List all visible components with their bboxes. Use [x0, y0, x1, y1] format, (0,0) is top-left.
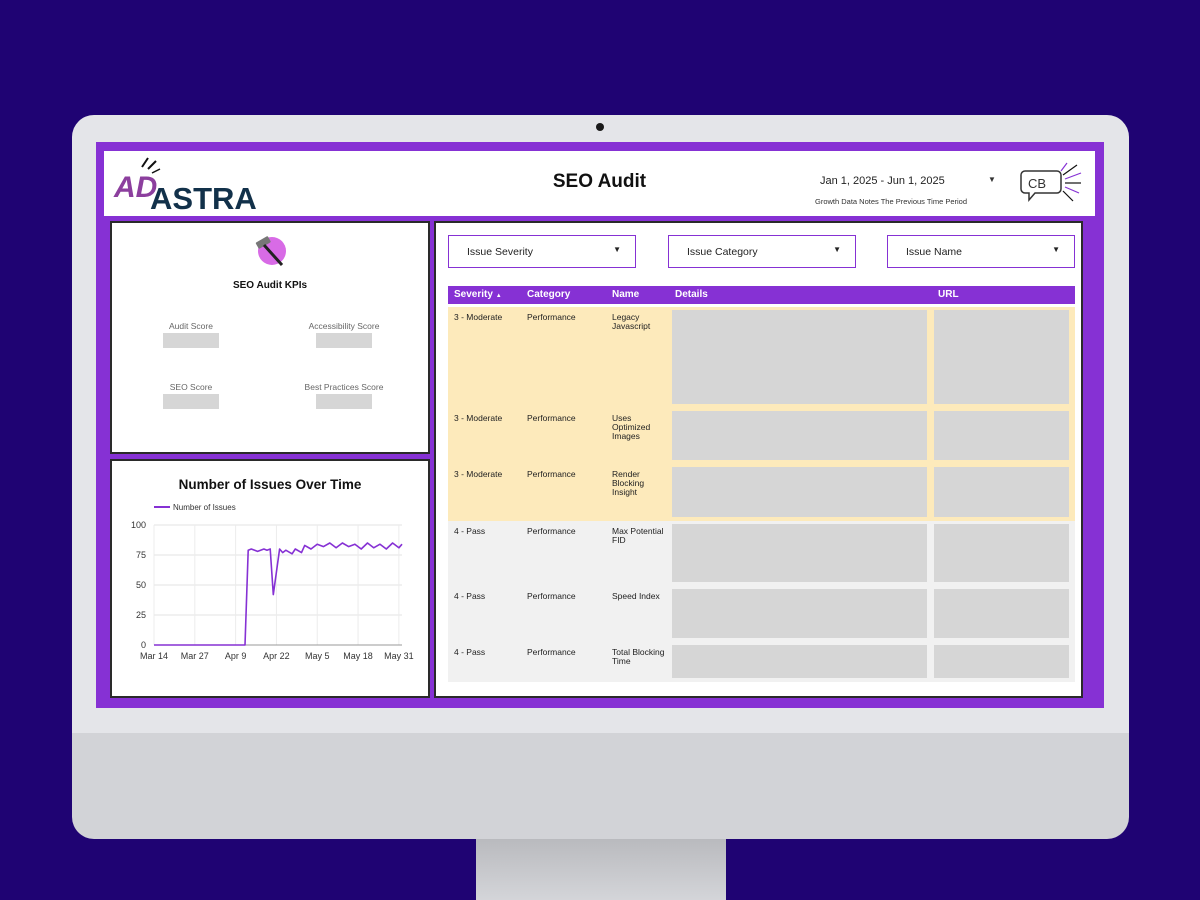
table-row[interactable]: 4 - Pass Performance Max Potential FID: [448, 521, 1075, 586]
column-header-severity[interactable]: Severity ▲: [454, 289, 502, 300]
svg-text:AD: AD: [113, 171, 157, 204]
x-tick-label: May 31: [384, 651, 414, 661]
cell-details-placeholder: [672, 310, 927, 404]
page-title: SEO Audit: [552, 171, 647, 192]
cell-severity: 3 - Moderate: [454, 312, 503, 322]
kpi-accessibility-score: Accessibility Score: [279, 321, 409, 348]
cell-url-placeholder: [934, 310, 1069, 404]
date-note: Growth Data Notes The Previous Time Peri…: [815, 197, 968, 206]
kpi-label: Audit Score: [169, 321, 213, 331]
cb-logo: CB: [1020, 162, 1082, 203]
monitor-chin: [72, 733, 1129, 839]
cell-url-placeholder: [934, 411, 1069, 460]
hammer-icon: [255, 236, 286, 267]
filter-issue-severity[interactable]: Issue Severity ▼: [448, 235, 636, 268]
x-tick-label: Mar 27: [181, 651, 209, 661]
issues-table-panel: Issue Severity ▼ Issue Category ▼ Issue …: [434, 221, 1083, 698]
x-tick-label: May 5: [305, 651, 330, 661]
chart-title: Number of Issues Over Time: [178, 477, 362, 492]
x-tick-label: Apr 22: [263, 651, 290, 661]
y-tick-label: 25: [136, 610, 146, 620]
x-tick-label: Mar 14: [140, 651, 168, 661]
kpi-panel: SEO Audit KPIs Audit Score Accessibility…: [110, 221, 430, 454]
cell-url-placeholder: [934, 645, 1069, 678]
table-header: Severity ▲ Category Name Details URL: [448, 286, 1075, 304]
filter-issue-category[interactable]: Issue Category ▼: [668, 235, 856, 268]
cell-category: Performance: [527, 647, 576, 657]
kpi-value-placeholder: [316, 394, 372, 409]
kpi-audit-score: Audit Score: [126, 321, 256, 348]
kpi-best-practices-score: Best Practices Score: [279, 382, 409, 409]
issues-chart-panel: Number of Issues Over Time 0 25 50 75 100 Mar…: [110, 459, 430, 698]
cell-details-placeholder: [672, 645, 927, 678]
cell-category: Performance: [527, 413, 576, 423]
cell-details-placeholder: [672, 524, 927, 582]
table-row[interactable]: 4 - Pass Performance Total Blocking Time: [448, 642, 1075, 682]
cell-category: Performance: [527, 526, 576, 536]
chevron-down-icon: ▼: [613, 245, 621, 254]
chevron-down-icon: ▼: [833, 245, 841, 254]
cell-details-placeholder: [672, 589, 927, 638]
camera-dot: [596, 123, 604, 131]
kpi-label: Best Practices Score: [304, 382, 384, 392]
cell-name: Speed Index: [612, 591, 660, 601]
cell-url-placeholder: [934, 524, 1069, 582]
cell-details-placeholder: [672, 467, 927, 517]
cell-severity: 3 - Moderate: [454, 413, 503, 423]
legend-label: Number of Issues: [173, 503, 236, 512]
filter-label: Issue Severity: [467, 246, 533, 258]
monitor-stand: [476, 839, 726, 900]
cell-url-placeholder: [934, 467, 1069, 517]
cell-details-placeholder: [672, 411, 927, 460]
filter-issue-name[interactable]: Issue Name ▼: [887, 235, 1075, 268]
x-tick-label: Apr 9: [225, 651, 247, 661]
sort-asc-icon: ▲: [495, 293, 502, 299]
date-dropdown-caret-icon[interactable]: ▼: [988, 175, 996, 184]
cell-category: Performance: [527, 591, 576, 601]
cell-severity: 4 - Pass: [454, 647, 486, 657]
kpi-value-placeholder: [316, 333, 372, 348]
table-row[interactable]: 3 - Moderate Performance Render Blocking I…: [448, 464, 1075, 521]
cell-category: Performance: [527, 469, 576, 479]
kpi-value-placeholder: [163, 394, 219, 409]
cell-name: Uses Optimized Images: [612, 413, 651, 441]
kpi-value-placeholder: [163, 333, 219, 348]
cell-name: Total Blocking Time: [612, 647, 665, 666]
filter-label: Issue Name: [906, 246, 963, 258]
date-range-picker[interactable]: Jan 1, 2025 - Jun 1, 2025: [820, 175, 945, 187]
cell-category: Performance: [527, 312, 576, 322]
filter-label: Issue Category: [687, 246, 758, 258]
table-row[interactable]: 3 - Moderate Performance Legacy Javascript: [448, 307, 1075, 408]
cb-logo-text: CB: [1028, 176, 1046, 191]
table-row[interactable]: 3 - Moderate Performance Uses Optimized Im…: [448, 408, 1075, 464]
adastra-logo: AD ASTRA: [113, 157, 257, 213]
kpi-label: Accessibility Score: [308, 321, 380, 331]
cell-name: Legacy Javascript: [612, 312, 651, 331]
column-header-name[interactable]: Name: [612, 289, 640, 300]
cell-name: Render Blocking Insight: [612, 469, 645, 497]
series-line-number-of-issues: [154, 542, 403, 646]
column-header-url[interactable]: URL: [938, 289, 959, 300]
kpi-seo-score: SEO Score: [126, 382, 256, 409]
kpi-label: SEO Score: [169, 382, 213, 392]
table-row[interactable]: 4 - Pass Performance Speed Index: [448, 586, 1075, 642]
cell-severity: 4 - Pass: [454, 526, 486, 536]
kpi-title: SEO Audit KPIs: [232, 280, 308, 291]
y-tick-label: 50: [136, 580, 146, 590]
cell-severity: 4 - Pass: [454, 591, 486, 601]
chevron-down-icon: ▼: [1052, 245, 1060, 254]
svg-text:ASTRA: ASTRA: [150, 181, 257, 213]
y-tick-label: 75: [136, 550, 146, 560]
cell-url-placeholder: [934, 589, 1069, 638]
dashboard-header: AD ASTRA SEO Audit Jan 1, 2025 - Jun 1, …: [104, 151, 1095, 216]
x-tick-label: May 18: [343, 651, 373, 661]
dashboard-screen: AD ASTRA SEO Audit Jan 1, 2025 - Jun 1, …: [96, 142, 1104, 708]
cell-severity: 3 - Moderate: [454, 469, 503, 479]
column-header-category[interactable]: Category: [527, 289, 571, 300]
issues-line-chart: 0 25 50 75 100 Mar 14 Mar 27 Apr 9 Apr 22 May 5 Ma…: [131, 503, 414, 661]
y-tick-label: 100: [131, 520, 146, 530]
cell-name: Max Potential FID: [612, 526, 664, 545]
y-tick-label: 0: [141, 640, 146, 650]
column-header-details[interactable]: Details: [675, 289, 708, 300]
